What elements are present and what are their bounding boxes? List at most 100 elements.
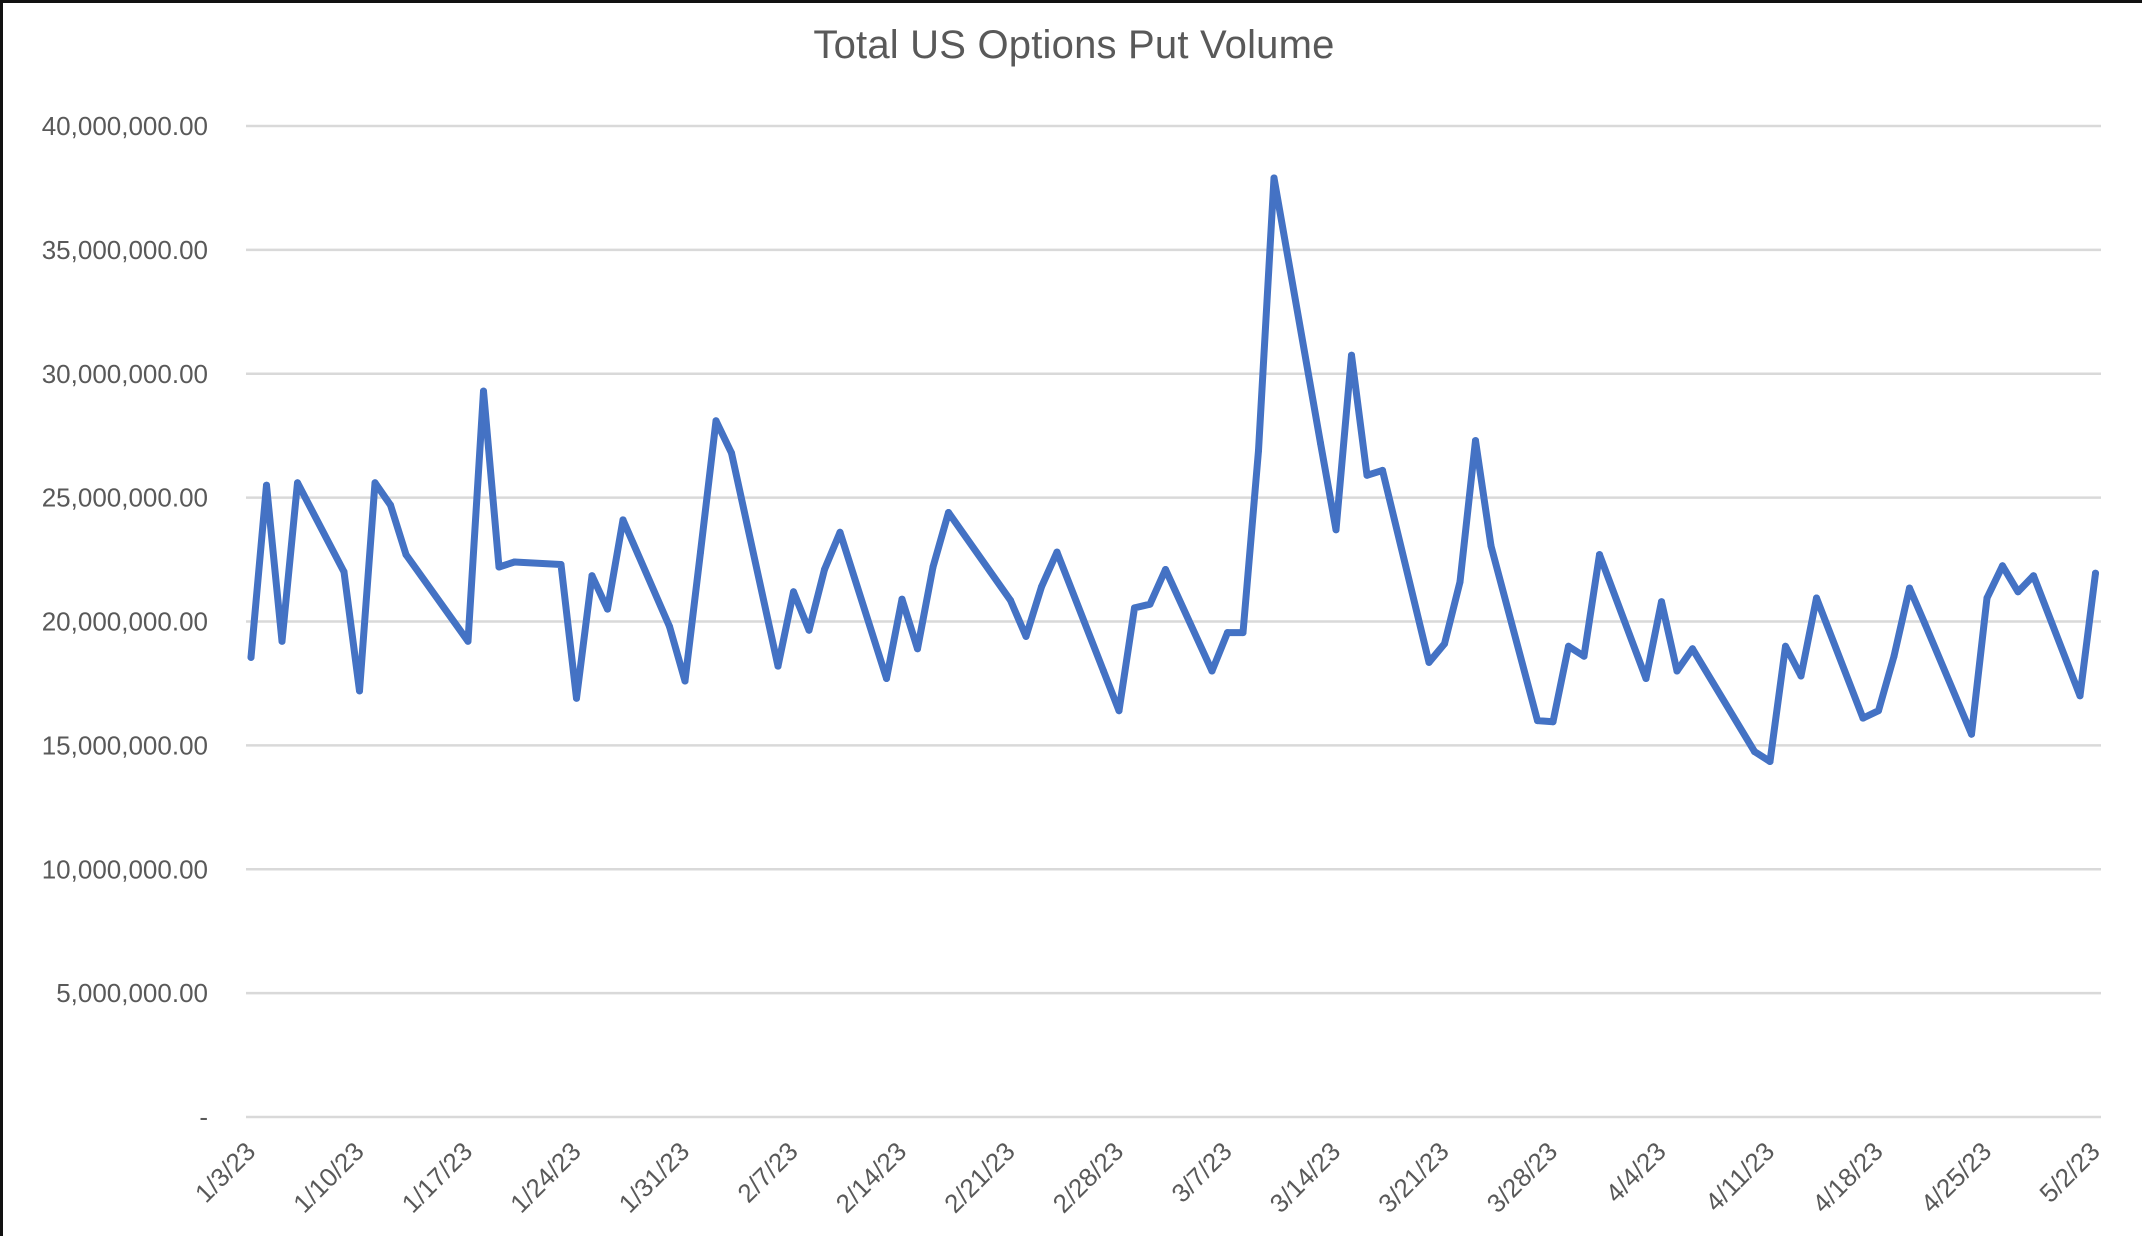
data-point: [1658, 598, 1665, 606]
x-tick-label: 5/2/23: [2033, 1136, 2105, 1208]
data-point: [356, 687, 363, 695]
data-point: [1565, 642, 1572, 650]
data-point: [247, 653, 255, 661]
data-point: [1100, 667, 1107, 675]
data-point: [1317, 439, 1324, 447]
data-point: [2076, 692, 2084, 700]
data-point: [712, 417, 720, 425]
x-tick-label: 1/31/23: [613, 1136, 696, 1219]
data-point: [1115, 707, 1123, 715]
data-point: [914, 645, 921, 653]
data-point: [697, 548, 704, 556]
data-point: [1906, 584, 1913, 592]
data-point: [1642, 675, 1650, 682]
data-point: [728, 449, 735, 457]
data-point: [340, 568, 348, 576]
data-point: [821, 566, 828, 573]
data-point: [790, 588, 797, 596]
gridlines: [246, 124, 2101, 1119]
data-point: [604, 605, 611, 613]
data-point: [1053, 548, 1061, 556]
data-point: [557, 561, 565, 568]
y-tick-label: 5,000,000.00: [56, 978, 208, 1008]
data-point: [1472, 437, 1479, 445]
data-point: [1348, 351, 1355, 359]
data-point: [774, 662, 782, 670]
data-point: [1580, 652, 1588, 660]
data-point: [1751, 748, 1758, 756]
data-point: [1797, 672, 1805, 680]
data-point: [1487, 542, 1495, 550]
data-point: [1363, 471, 1371, 479]
x-tick-label: 2/21/23: [938, 1136, 1021, 1219]
data-point: [1239, 629, 1247, 637]
data-point: [1208, 667, 1216, 675]
x-tick-label: 2/28/23: [1047, 1136, 1130, 1219]
line-chart: - 5,000,000.00 10,000,000.00 15,000,000.00 2…: [42, 111, 2106, 1219]
y-tick-label: 25,000,000.00: [42, 483, 208, 513]
data-point: [1673, 667, 1681, 675]
data-point: [1270, 174, 1278, 182]
data-point: [1689, 645, 1696, 653]
data-point: [1022, 632, 1030, 640]
data-point: [402, 551, 410, 559]
data-point: [1146, 600, 1154, 608]
data-point: [1007, 596, 1014, 604]
data-point: [2014, 588, 2022, 596]
data-point: [511, 558, 518, 566]
data-point: [495, 563, 503, 571]
x-tick-label: 4/18/23: [1806, 1136, 1889, 1219]
data-point: [619, 516, 627, 524]
x-tick-label: 3/7/23: [1165, 1136, 1237, 1208]
data-point: [836, 528, 844, 536]
data-point: [573, 694, 580, 702]
x-tick-label: 4/25/23: [1915, 1136, 1998, 1219]
series-layer: [247, 174, 2099, 765]
x-tick-label: 3/21/23: [1372, 1136, 1455, 1219]
data-point: [588, 572, 596, 580]
data-point: [1999, 562, 2006, 570]
data-point: [898, 595, 906, 603]
y-tick-label: 15,000,000.00: [42, 730, 208, 760]
x-tick-label: 2/7/23: [731, 1136, 803, 1208]
data-point: [1379, 466, 1386, 474]
data-point: [929, 563, 937, 571]
data-point: [387, 501, 394, 509]
data-point: [666, 623, 673, 630]
data-point: [1038, 583, 1045, 591]
x-axis-labels: 1/3/23 1/10/23 1/17/23 1/24/23 1/31/23 2/7/23…: [189, 1136, 2106, 1219]
y-tick-label: 20,000,000.00: [42, 607, 208, 637]
data-point: [1596, 551, 1603, 559]
data-point: [1968, 730, 1975, 738]
data-point: [1162, 566, 1169, 573]
series-line: [247, 174, 2099, 765]
data-point: [1782, 642, 1789, 650]
data-point: [1224, 629, 1231, 637]
data-point: [1875, 707, 1882, 715]
x-tick-label: 1/24/23: [504, 1136, 587, 1219]
data-point: [2030, 572, 2037, 580]
data-point: [1332, 526, 1340, 534]
data-point: [1859, 714, 1867, 722]
data-point: [371, 479, 379, 487]
data-point: [1255, 447, 1262, 455]
data-point: [1549, 718, 1557, 726]
data-point: [1766, 758, 1774, 765]
x-tick-label: 4/11/23: [1699, 1136, 1780, 1217]
data-point: [464, 637, 472, 645]
data-point: [883, 675, 890, 682]
x-tick-label: 1/3/23: [189, 1136, 261, 1208]
x-tick-label: 3/28/23: [1481, 1136, 1564, 1219]
data-point: [1131, 604, 1138, 612]
chart-title: Total US Options Put Volume: [813, 23, 1335, 67]
data-point: [2092, 569, 2099, 577]
data-point: [1534, 717, 1541, 725]
x-tick-label: 1/17/23: [396, 1136, 479, 1219]
data-point: [1813, 594, 1820, 602]
y-tick-label: 30,000,000.00: [42, 359, 208, 389]
data-point: [278, 637, 286, 645]
data-point: [263, 481, 270, 489]
y-tick-label: 35,000,000.00: [42, 235, 208, 265]
data-point: [1456, 578, 1464, 586]
y-axis-labels: - 5,000,000.00 10,000,000.00 15,000,000.00 2…: [42, 111, 208, 1132]
